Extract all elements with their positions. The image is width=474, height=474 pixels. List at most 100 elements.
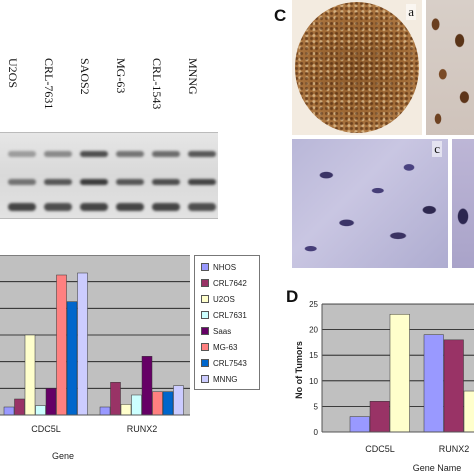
bar-saas-runx2 <box>141 356 153 416</box>
blot-band <box>116 203 144 211</box>
bar-crl7642-cdc5l <box>14 398 25 416</box>
y-tick-labels: 0 5 10 15 20 25 <box>309 300 318 437</box>
blot-band <box>152 203 180 211</box>
legend-swatch <box>201 295 209 303</box>
panel-c: C a c <box>270 0 474 268</box>
panel-d-letter: D <box>286 287 299 306</box>
legend-swatch <box>201 327 209 335</box>
legend-label: MNNG <box>213 374 238 384</box>
tissue-core-disc <box>295 2 419 133</box>
micrograph-cells-blue-edge <box>452 139 474 268</box>
legend-item: CRL7631 <box>201 308 247 322</box>
blot-band <box>152 179 180 185</box>
bar-crl7543-cdc5l <box>66 301 78 416</box>
blot-lane-label: CRL-7631 <box>42 58 56 110</box>
legend-swatch <box>201 375 209 383</box>
bar-group <box>349 313 474 433</box>
legend-item: NHOS <box>201 260 236 274</box>
y-tick-label: 10 <box>309 377 318 386</box>
blot-band <box>44 203 72 211</box>
blot-lane-label: SAOS2 <box>78 58 92 95</box>
bar-series-2-cdc5l <box>369 401 390 433</box>
legend-swatch <box>201 311 209 319</box>
y-axis-label: No of Tumors <box>294 341 304 399</box>
y-tick-label: 0 <box>314 428 319 437</box>
subpanel-a-label: a <box>406 4 416 20</box>
bar-mnng-cdc5l <box>77 272 88 416</box>
legend-item: U2OS <box>201 292 235 306</box>
x-axis-label: Gene Name <box>413 463 462 473</box>
legend-swatch <box>201 279 209 287</box>
western-blot-panel: U2OS CRL-7631 SAOS2 MG-63 CRL-1543 MNNG <box>0 0 218 225</box>
bar-series-2-runx2 <box>443 339 464 433</box>
y-tick-label: 20 <box>309 326 318 335</box>
legend-swatch <box>201 359 209 367</box>
bar-group <box>3 272 184 416</box>
x-tick-label: RUNX2 <box>127 424 158 434</box>
blot-band <box>44 151 72 157</box>
blot-lane-label: CRL-1543 <box>150 58 164 110</box>
blot-band <box>80 151 108 157</box>
bar-saas-cdc5l <box>45 388 57 416</box>
bar-u2os-cdc5l <box>24 334 36 416</box>
expression-bar-chart: CDC5L RUNX2 Gene <box>0 255 190 461</box>
legend-label: NHOS <box>213 262 237 272</box>
legend-label: CRL7631 <box>213 310 247 320</box>
blot-band <box>80 179 108 185</box>
blot-band <box>188 203 216 211</box>
y-tick-label: 15 <box>309 351 318 360</box>
bar-mg-63-cdc5l <box>56 274 67 416</box>
micrograph-tissue-core: a <box>292 0 422 135</box>
legend-item: MG-63 <box>201 340 237 354</box>
legend-swatch <box>201 263 209 271</box>
blot-band <box>116 151 144 157</box>
bar-crl7631-runx2 <box>131 394 142 416</box>
blot-band <box>188 151 216 157</box>
x-tick-label: CDC5L <box>31 424 61 434</box>
legend-label: CRL7543 <box>213 358 247 368</box>
x-tick-labels: CDC5L RUNX2 <box>365 444 469 454</box>
bar-nhos-cdc5l <box>3 406 15 416</box>
legend-label: U2OS <box>213 294 235 304</box>
micrograph-cells-brown <box>426 0 474 135</box>
blot-lane-label: U2OS <box>6 58 20 89</box>
bar-crl7543-runx2 <box>162 391 174 416</box>
blot-band <box>44 179 72 185</box>
micrograph-cells-blue: c <box>292 139 448 268</box>
bar-mnng-runx2 <box>173 385 184 416</box>
legend-label: CRL7642 <box>213 278 247 288</box>
bar-mg-63-runx2 <box>152 391 163 416</box>
blot-band <box>80 203 108 211</box>
legend-item: Saas <box>201 324 231 338</box>
x-tick-label: RUNX2 <box>439 444 470 454</box>
blot-band <box>8 179 36 185</box>
blot-membrane <box>0 132 218 219</box>
bar-series-1-cdc5l <box>349 416 370 433</box>
bar-series-1-runx2 <box>423 334 444 433</box>
legend-swatch <box>201 343 209 351</box>
legend-item: CRL7642 <box>201 276 247 290</box>
blot-band <box>8 151 36 157</box>
y-tick-label: 5 <box>314 402 319 411</box>
tumor-count-bar-chart: 0 5 10 15 20 25 CDC5L RUNX2 No of Tumors Gene … <box>294 300 474 473</box>
bar-crl7642-runx2 <box>110 382 121 416</box>
bar-u2os-runx2 <box>120 404 132 416</box>
legend-label: Saas <box>213 326 232 336</box>
legend-item: CRL7543 <box>201 356 247 370</box>
blot-lane-label: MG-63 <box>114 58 128 94</box>
bar-series-3-runx2 <box>463 390 474 433</box>
blot-band <box>116 179 144 185</box>
x-tick-labels: CDC5L RUNX2 <box>31 424 157 434</box>
bar-series-3-cdc5l <box>389 313 410 433</box>
blot-lane-label: MNNG <box>186 58 200 95</box>
legend-item: MNNG <box>201 372 237 386</box>
blot-band <box>188 179 216 185</box>
x-axis-label: Gene <box>52 451 74 461</box>
blot-band <box>152 151 180 157</box>
y-tick-label: 25 <box>309 300 318 309</box>
subpanel-c-label: c <box>432 141 442 157</box>
chart-legend: NHOS CRL7642 U2OS CRL7631 Saas MG-63 CRL7543 MN… <box>194 255 260 390</box>
blot-band <box>8 203 36 211</box>
bar-crl7631-cdc5l <box>35 405 46 416</box>
bar-nhos-runx2 <box>99 406 111 416</box>
